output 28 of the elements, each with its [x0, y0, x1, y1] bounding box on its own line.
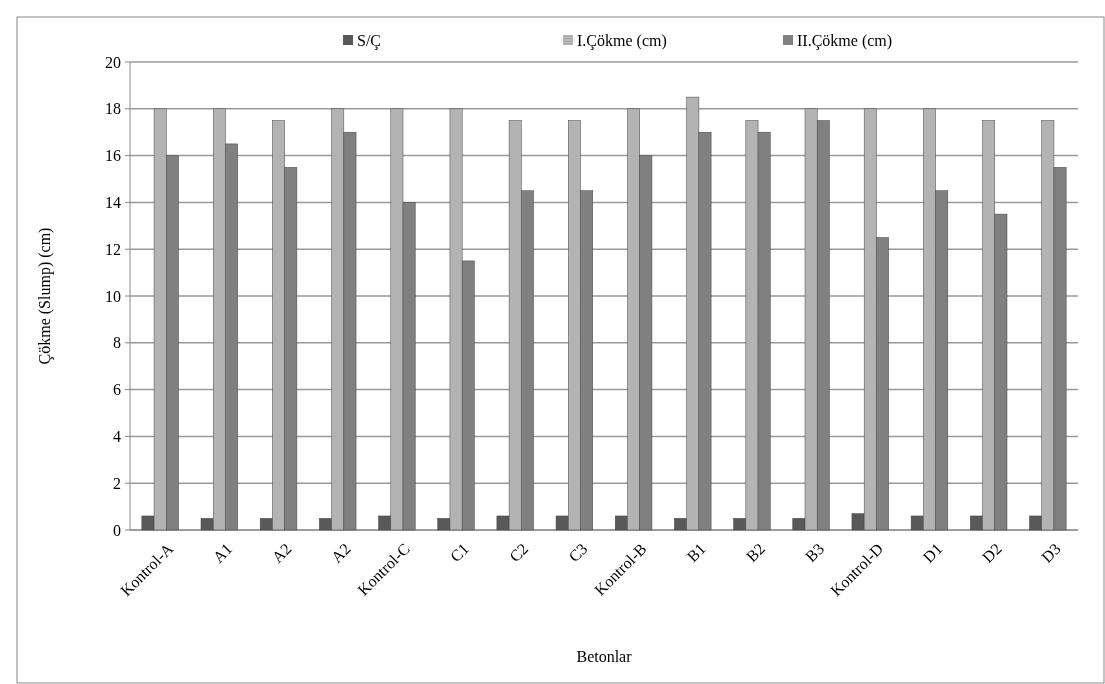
- y-tick-label: 2: [113, 474, 121, 492]
- x-tick-label: C2: [506, 540, 532, 566]
- x-tick-label: D3: [1038, 540, 1064, 566]
- x-tick-label: B2: [742, 540, 768, 566]
- y-tick-label: 0: [113, 521, 121, 539]
- y-tick-label: 14: [105, 194, 121, 211]
- x-tick-label: B3: [801, 540, 828, 566]
- y-tick-label: 18: [105, 100, 121, 118]
- x-tick-label: D2: [978, 540, 1005, 566]
- legend-label: S/Ç: [357, 31, 382, 50]
- y-tick-label: 4: [113, 428, 121, 445]
- x-tick-label: C3: [565, 540, 591, 566]
- x-tick-label: D1: [919, 540, 946, 566]
- y-tick-label: 8: [113, 334, 121, 352]
- x-tick-label: C1: [446, 540, 473, 566]
- x-tick-label: A1: [209, 540, 236, 566]
- x-tick-label: B1: [683, 540, 709, 566]
- legend-label: II.Çökme (cm): [797, 31, 893, 50]
- y-tick-label: 12: [105, 240, 121, 258]
- x-axis-title: Betonlar: [576, 648, 633, 665]
- x-tick-label: A2: [327, 540, 354, 566]
- x-tick-label: A2: [268, 540, 295, 566]
- legend-label: I.Çökme (cm): [577, 31, 667, 50]
- y-tick-label: 10: [105, 287, 121, 305]
- y-tick-label: 6: [113, 381, 121, 399]
- y-tick-label: 16: [105, 147, 121, 165]
- y-axis-title: Çökme (Slump) (cm): [36, 227, 54, 365]
- y-tick-label: 20: [105, 53, 121, 71]
